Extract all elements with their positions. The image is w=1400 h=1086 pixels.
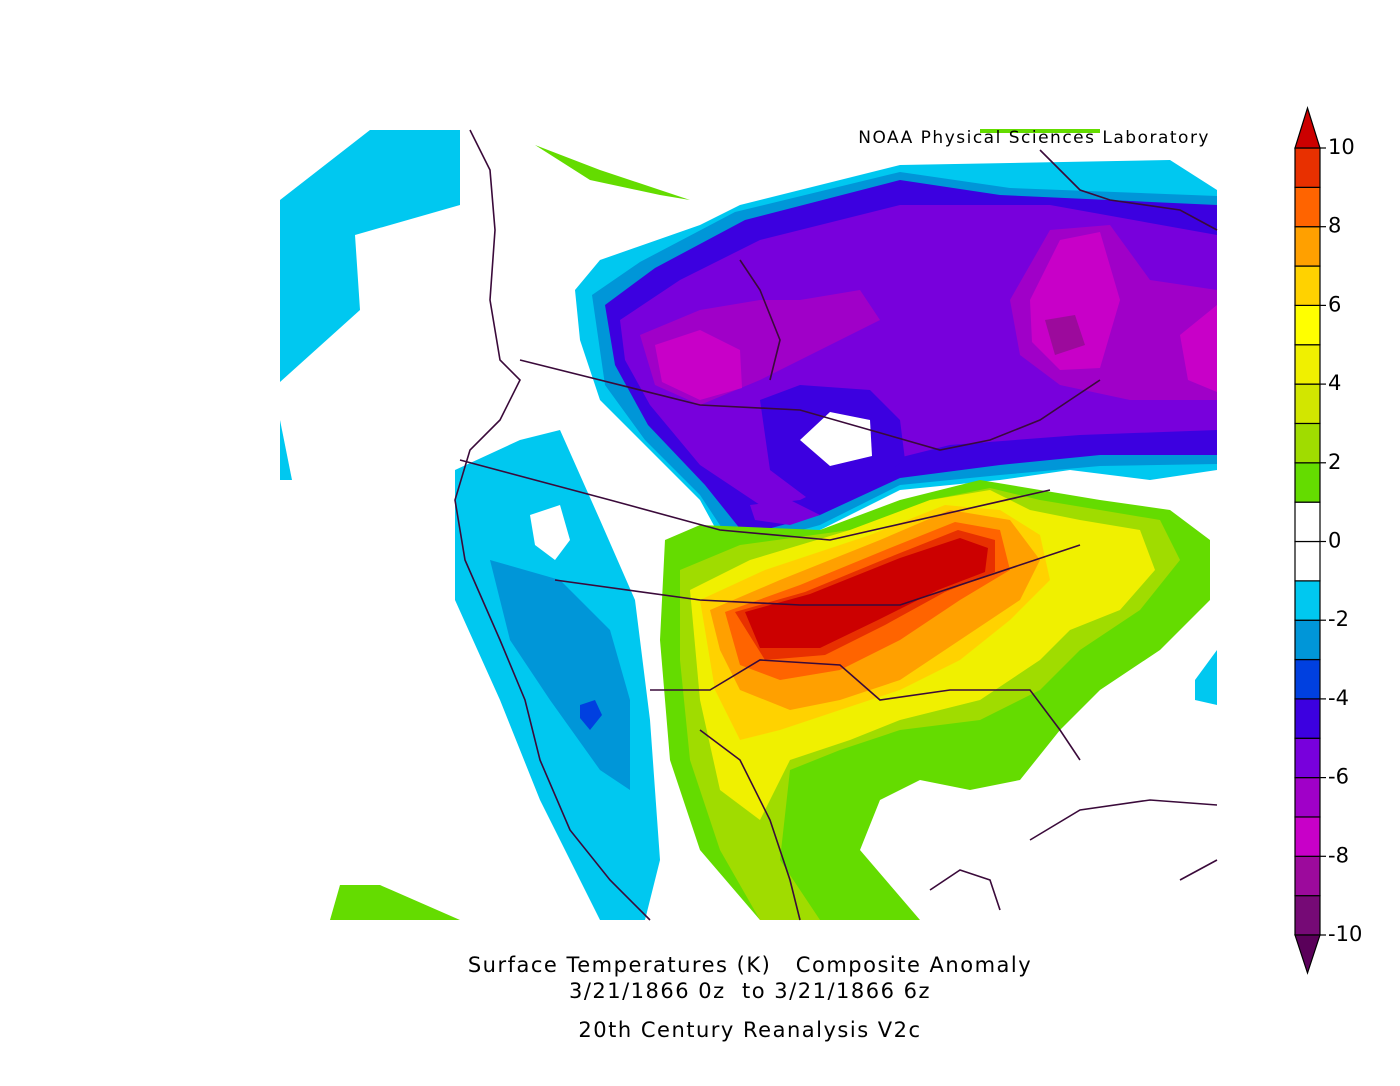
colorbar-bin (1294, 344, 1321, 385)
contour (745, 538, 988, 648)
colorbar-bin (1294, 304, 1321, 346)
colorbar-tick-label: -8 (1328, 843, 1349, 867)
colorbar-tick-label: -4 (1328, 686, 1349, 710)
colorbar-bin (1294, 855, 1321, 897)
contour (1045, 315, 1085, 355)
caption-line: 3/21/1866 0z to 3/21/1866 6z (569, 979, 931, 1003)
colorbar-bin (1294, 186, 1321, 228)
colorbar-bin (1294, 147, 1321, 188)
contour (1180, 305, 1217, 392)
colorbar-bin (1294, 383, 1321, 425)
contour (750, 500, 820, 525)
coastline (929, 869, 1001, 911)
colorbar-bin (1294, 619, 1321, 661)
colorbar-bin (1294, 776, 1321, 818)
colorbar-tick-label: -10 (1328, 922, 1362, 946)
caption-line: Surface Temperatures (K) Composite Anoma… (468, 953, 1032, 977)
colorbar-bin (1294, 658, 1321, 700)
colorbar: 10 8 6 4 2 0 -2 -4 -6 -8 -10 (1294, 105, 1362, 975)
colorbar-bin (1294, 698, 1321, 739)
map: NOAA Physical Sciences Laboratory (280, 128, 1218, 921)
caption-line: 20th Century Reanalysis V2c (578, 1018, 921, 1042)
coastline (1179, 859, 1218, 881)
coastline (699, 729, 801, 921)
contour (530, 505, 570, 560)
colorbar-bin (1294, 265, 1321, 306)
colorbar-bin (1294, 895, 1321, 936)
contour (490, 560, 630, 790)
contour (980, 129, 1100, 133)
border (519, 359, 1101, 451)
contour (655, 330, 742, 400)
colorbar-tick-label: 10 (1328, 135, 1355, 159)
border (554, 544, 1081, 606)
colorbar-under (1294, 934, 1321, 975)
colorbar-tick-label: 4 (1328, 371, 1341, 395)
colorbar-bin (1294, 737, 1321, 779)
credit: NOAA Physical Sciences Laboratory (858, 128, 1210, 148)
colorbar-bin (1294, 540, 1321, 582)
colorbar-tick-label: 0 (1328, 529, 1341, 553)
colorbar-tick-label: 2 (1328, 450, 1341, 474)
contour (280, 420, 292, 480)
border (459, 459, 1051, 541)
colorbar-bin (1294, 422, 1321, 464)
contour (330, 885, 460, 920)
colorbar-tick-label: -6 (1328, 765, 1349, 789)
colorbar-tick-label: 6 (1328, 292, 1341, 316)
colorbar-bin (1294, 501, 1321, 543)
colorbar-over (1294, 105, 1321, 149)
colorbar-bin (1294, 226, 1321, 267)
coastline (739, 259, 781, 381)
colorbar-tick-label: -2 (1328, 607, 1349, 631)
coastline (1039, 149, 1218, 231)
colorbar-bin (1294, 462, 1321, 503)
colorbar-bin (1294, 580, 1321, 621)
contour (280, 130, 460, 382)
colorbar-tick-label: 8 (1328, 214, 1341, 238)
coastline (1029, 799, 1218, 841)
contour (580, 700, 602, 730)
coastline (454, 129, 651, 921)
coastline (650, 659, 1081, 761)
contour (1195, 650, 1217, 705)
colorbar-bin (1294, 816, 1321, 857)
